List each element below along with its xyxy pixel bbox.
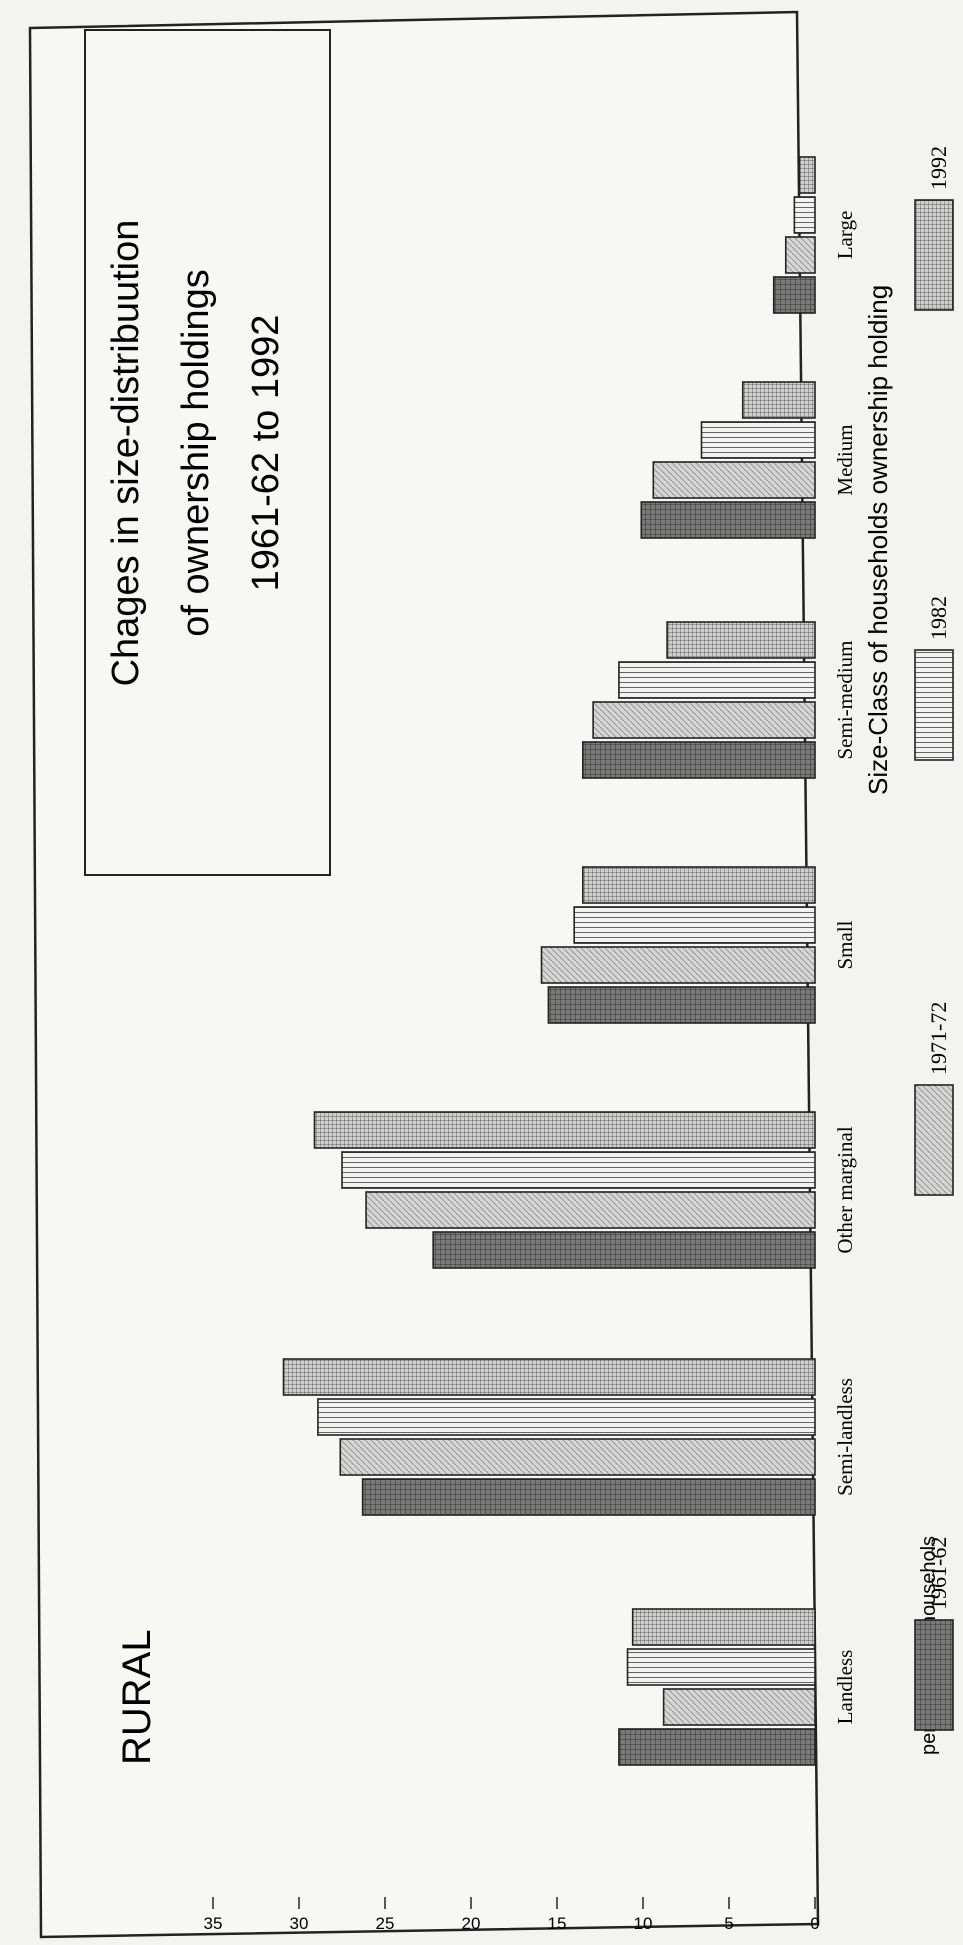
legend: 1961-62 1971-72 1982 1992 bbox=[914, 146, 954, 1731]
x-axis-label: Size-Class of households ownership holdi… bbox=[863, 285, 893, 795]
y-tick-label: 15 bbox=[548, 1914, 567, 1933]
y-tick-label: 30 bbox=[290, 1914, 309, 1933]
legend-label-1971-72: 1971-72 bbox=[926, 1002, 951, 1075]
bar-small-1982 bbox=[573, 906, 816, 944]
bar-medium-1992 bbox=[741, 381, 816, 419]
legend-label-1992: 1992 bbox=[926, 146, 951, 190]
category-label-semi-medium: Semi-medium bbox=[833, 641, 857, 760]
bar-small-1961-62 bbox=[547, 986, 816, 1024]
category-label-semi-landless: Semi-landless bbox=[833, 1378, 857, 1496]
legend-swatch-1971-72 bbox=[914, 1084, 954, 1196]
category-label-medium: Medium bbox=[833, 424, 857, 495]
title-box bbox=[84, 29, 331, 876]
bar-landless-1992 bbox=[631, 1608, 816, 1646]
legend-label-1982: 1982 bbox=[926, 596, 951, 640]
bar-semi-landless-1971-72 bbox=[339, 1438, 816, 1476]
category-labels: Landless Semi-landless Other marginal Small… bbox=[833, 211, 857, 1725]
bar-other-marginal-1971-72 bbox=[365, 1191, 816, 1229]
title-line-2: of ownership holdings bbox=[175, 269, 217, 637]
bar-large-1992 bbox=[798, 156, 816, 194]
bar-large-1982 bbox=[793, 196, 816, 234]
bar-semi-landless-1982 bbox=[317, 1398, 816, 1436]
bar-other-marginal-1992 bbox=[313, 1111, 816, 1149]
bar-small-1992 bbox=[581, 866, 816, 904]
category-label-other-marginal: Other marginal bbox=[833, 1126, 857, 1253]
category-label-small: Small bbox=[833, 920, 857, 969]
bar-large-1961-62 bbox=[772, 276, 816, 314]
y-tick-label: 25 bbox=[376, 1914, 395, 1933]
bar-medium-1982 bbox=[700, 421, 816, 459]
bar-other-marginal-1982 bbox=[341, 1151, 816, 1189]
bar-medium-1961-62 bbox=[640, 501, 816, 539]
title-line-1: Chages in size-distribuution bbox=[105, 220, 147, 687]
y-axis: 0 5 10 15 20 25 30 35 bbox=[204, 1897, 820, 1933]
legend-swatch-1982 bbox=[914, 649, 954, 761]
bar-semi-landless-1961-62 bbox=[361, 1478, 816, 1516]
bar-landless-1971-72 bbox=[662, 1688, 816, 1726]
legend-label-1961-62: 1961-62 bbox=[926, 1537, 951, 1610]
y-tick-label: 35 bbox=[204, 1914, 223, 1933]
y-tick-label: 0 bbox=[810, 1914, 819, 1933]
bar-medium-1971-72 bbox=[652, 461, 816, 499]
bar-semi-medium-1992 bbox=[666, 621, 816, 659]
y-tick-label: 10 bbox=[634, 1914, 653, 1933]
bar-semi-medium-1982 bbox=[618, 661, 816, 699]
bar-semi-medium-1971-72 bbox=[592, 701, 816, 739]
category-label-landless: Landless bbox=[833, 1650, 857, 1725]
bar-large-1971-72 bbox=[784, 236, 816, 274]
y-tick-label: 20 bbox=[462, 1914, 481, 1933]
bar-landless-1961-62 bbox=[618, 1728, 816, 1766]
legend-swatch-1961-62 bbox=[914, 1619, 954, 1731]
bar-semi-medium-1961-62 bbox=[581, 741, 816, 779]
bar-landless-1982 bbox=[626, 1648, 816, 1686]
bar-semi-landless-1992 bbox=[282, 1358, 816, 1396]
bar-small-1971-72 bbox=[540, 946, 816, 984]
title-line-3: 1961-62 to 1992 bbox=[245, 315, 287, 592]
bar-other-marginal-1961-62 bbox=[432, 1231, 816, 1269]
region-label: RURAL bbox=[115, 1629, 159, 1765]
y-tick-label: 5 bbox=[724, 1914, 733, 1933]
bar-group bbox=[282, 156, 816, 1766]
legend-swatch-1992 bbox=[914, 199, 954, 311]
category-label-large: Large bbox=[833, 211, 857, 260]
